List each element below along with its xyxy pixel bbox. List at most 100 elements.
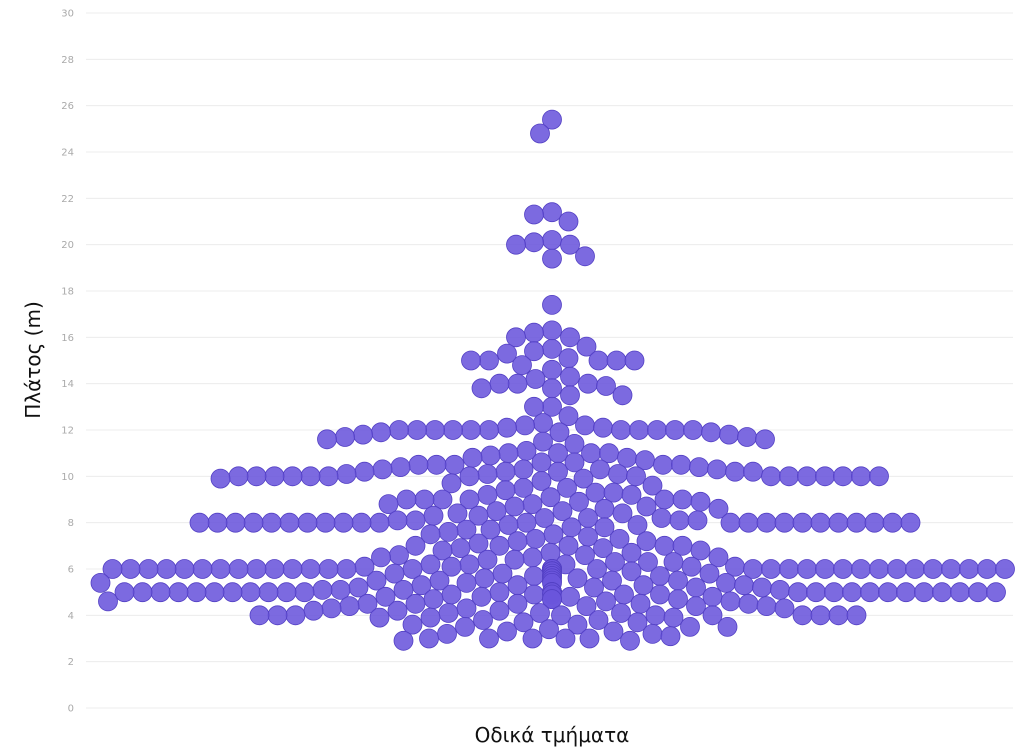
data-point	[737, 427, 757, 447]
data-point	[168, 582, 189, 603]
data-point	[405, 510, 426, 531]
data-point	[210, 468, 231, 489]
y-tick-label: 22	[61, 194, 74, 205]
data-point	[621, 561, 642, 582]
y-tick-label: 28	[61, 55, 74, 66]
data-point	[555, 628, 576, 649]
data-point	[569, 491, 589, 512]
data-point	[806, 582, 826, 603]
data-point	[267, 605, 288, 626]
data-point	[645, 605, 666, 626]
data-point	[590, 459, 610, 480]
data-point	[564, 433, 585, 454]
data-point	[815, 559, 835, 579]
data-point	[614, 584, 634, 605]
data-point	[560, 327, 580, 348]
data-point	[228, 466, 249, 487]
data-point	[515, 415, 535, 436]
data-point	[264, 559, 285, 579]
data-point	[702, 605, 723, 626]
data-point	[650, 566, 670, 586]
data-point	[542, 320, 562, 341]
data-point	[471, 586, 492, 607]
data-point	[914, 582, 934, 603]
data-point	[636, 496, 657, 517]
data-point	[300, 559, 321, 579]
data-point	[579, 628, 600, 649]
data-point	[683, 420, 703, 440]
data-point	[530, 123, 550, 144]
data-point	[986, 582, 1006, 603]
data-point	[699, 563, 720, 584]
data-point	[663, 552, 684, 572]
data-point	[681, 556, 702, 577]
data-point	[156, 559, 177, 579]
data-point	[378, 494, 399, 515]
data-point	[690, 491, 711, 512]
data-points	[90, 109, 1015, 651]
data-point	[708, 547, 729, 568]
data-point	[887, 559, 907, 579]
data-point	[611, 603, 631, 623]
data-point	[479, 628, 499, 649]
data-point	[621, 542, 642, 563]
data-point	[497, 417, 517, 438]
data-point	[513, 459, 534, 480]
data-point	[560, 366, 580, 387]
data-point	[531, 471, 552, 491]
data-point	[642, 475, 663, 496]
data-point	[336, 464, 357, 484]
data-point	[489, 600, 510, 621]
data-point	[461, 420, 481, 440]
data-point	[525, 369, 546, 389]
data-point	[534, 508, 555, 528]
data-point	[530, 603, 550, 623]
data-point	[558, 406, 579, 427]
data-point	[594, 498, 615, 519]
y-axis-label: Πλάτος (m)	[21, 301, 45, 419]
data-point	[504, 549, 525, 570]
data-point	[665, 420, 685, 440]
data-point	[294, 582, 315, 603]
data-point	[506, 234, 526, 255]
data-point	[588, 350, 609, 371]
data-point	[524, 566, 544, 586]
data-point	[687, 510, 708, 531]
data-point	[977, 559, 997, 579]
data-point	[774, 512, 795, 533]
data-point	[708, 498, 729, 519]
data-point	[761, 466, 781, 487]
data-point	[567, 614, 588, 635]
data-point	[456, 598, 477, 619]
data-point	[420, 607, 441, 628]
data-point	[738, 512, 759, 533]
data-point	[606, 350, 627, 371]
data-point	[950, 582, 970, 603]
data-point	[396, 489, 417, 510]
data-point	[389, 420, 409, 440]
data-point	[441, 473, 462, 494]
data-point	[432, 540, 453, 561]
data-point	[575, 415, 595, 436]
data-point	[612, 503, 633, 524]
data-point	[650, 584, 670, 605]
data-point	[633, 575, 654, 596]
data-point	[932, 582, 952, 603]
data-point	[474, 568, 495, 589]
data-point	[542, 202, 562, 223]
data-point	[192, 559, 213, 579]
data-point	[701, 422, 721, 443]
data-point	[318, 559, 339, 579]
data-point	[204, 582, 225, 603]
data-point	[285, 605, 306, 626]
data-point	[828, 512, 849, 533]
data-point	[542, 589, 562, 609]
data-point	[507, 373, 528, 394]
data-point	[425, 420, 445, 440]
data-point	[339, 596, 360, 616]
data-point	[561, 517, 582, 538]
data-point	[653, 454, 673, 475]
data-point	[602, 570, 622, 591]
data-point	[443, 420, 463, 440]
